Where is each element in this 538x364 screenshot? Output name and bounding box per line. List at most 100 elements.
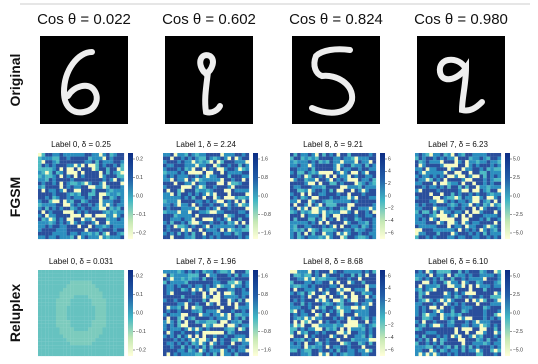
pixel — [170, 175, 174, 179]
pixel — [181, 345, 185, 349]
pixel — [419, 185, 423, 189]
pixel — [95, 175, 99, 179]
pixel — [433, 320, 437, 324]
pixel — [444, 349, 448, 353]
pixel — [199, 342, 203, 346]
pixel — [426, 284, 430, 288]
pixel — [213, 349, 217, 353]
pixel — [70, 171, 74, 175]
pixel — [465, 335, 469, 339]
pixel — [351, 203, 355, 207]
pixel — [319, 313, 323, 317]
original-image — [417, 36, 505, 124]
pixel — [433, 352, 437, 356]
pixel — [74, 349, 78, 353]
pixel — [372, 342, 376, 346]
pixel — [483, 164, 487, 168]
pixel — [333, 331, 337, 335]
pixel — [497, 210, 501, 214]
pixel — [177, 302, 181, 306]
pixel — [344, 196, 348, 200]
pixel — [333, 295, 337, 299]
pixel — [476, 207, 480, 211]
pixel — [77, 352, 81, 356]
pixel — [224, 207, 228, 211]
pixel — [99, 288, 103, 292]
pixel — [490, 274, 494, 278]
pixel — [202, 160, 206, 164]
pixel — [451, 331, 455, 335]
pixel — [462, 196, 466, 200]
pixel — [497, 295, 501, 299]
pixel — [490, 185, 494, 189]
pixel — [92, 214, 96, 218]
pixel — [494, 352, 498, 356]
pixel — [181, 281, 185, 285]
pixel — [85, 324, 89, 328]
pixel — [174, 274, 178, 278]
pixel — [329, 345, 333, 349]
pixel — [167, 295, 171, 299]
pixel — [238, 221, 242, 225]
pixel — [419, 317, 423, 321]
pixel — [315, 157, 319, 161]
pixel — [433, 292, 437, 296]
pixel — [494, 327, 498, 331]
pixel — [308, 320, 312, 324]
pixel — [294, 200, 298, 204]
pixel — [290, 342, 294, 346]
pixel — [228, 292, 232, 296]
pixel — [304, 189, 308, 193]
pixel — [213, 214, 217, 218]
pixel — [372, 200, 376, 204]
pixel — [297, 157, 301, 161]
pixel — [217, 309, 221, 313]
pixel — [355, 167, 359, 171]
pixel — [95, 164, 99, 168]
pixel — [329, 270, 333, 274]
pixel — [45, 292, 49, 296]
pixel — [347, 313, 351, 317]
pixel — [235, 235, 239, 239]
pixel — [322, 192, 326, 196]
pixel — [213, 342, 217, 346]
pixel — [422, 327, 426, 331]
pixel — [447, 349, 451, 353]
pixel — [56, 221, 60, 225]
pixel — [210, 317, 214, 321]
pixel — [95, 327, 99, 331]
pixel — [85, 228, 89, 232]
pixel — [238, 284, 242, 288]
pixel — [63, 299, 67, 303]
pixel — [195, 178, 199, 182]
pixel — [228, 228, 232, 232]
pixel — [56, 232, 60, 236]
pixel — [70, 157, 74, 161]
pixel — [480, 175, 484, 179]
pixel — [195, 284, 199, 288]
pixel — [304, 277, 308, 281]
pixel — [472, 292, 476, 296]
pixel — [369, 157, 373, 161]
pixel — [290, 185, 294, 189]
pixel — [465, 302, 469, 306]
pixel — [469, 292, 473, 296]
pixel — [415, 200, 419, 204]
pixel — [454, 288, 458, 292]
pixel — [333, 352, 337, 356]
pixel — [77, 331, 81, 335]
pixel — [95, 281, 99, 285]
pixel — [188, 178, 192, 182]
pixel — [312, 235, 316, 239]
pixel — [167, 203, 171, 207]
pixel — [167, 164, 171, 168]
pixel — [344, 284, 348, 288]
column-header: Cos θ = 0.022 — [37, 11, 131, 28]
pixel — [113, 270, 117, 274]
pixel — [358, 335, 362, 339]
pixel — [362, 338, 366, 342]
pixel — [228, 317, 232, 321]
pixel — [210, 210, 214, 214]
pixel — [106, 185, 110, 189]
pixel — [358, 317, 362, 321]
